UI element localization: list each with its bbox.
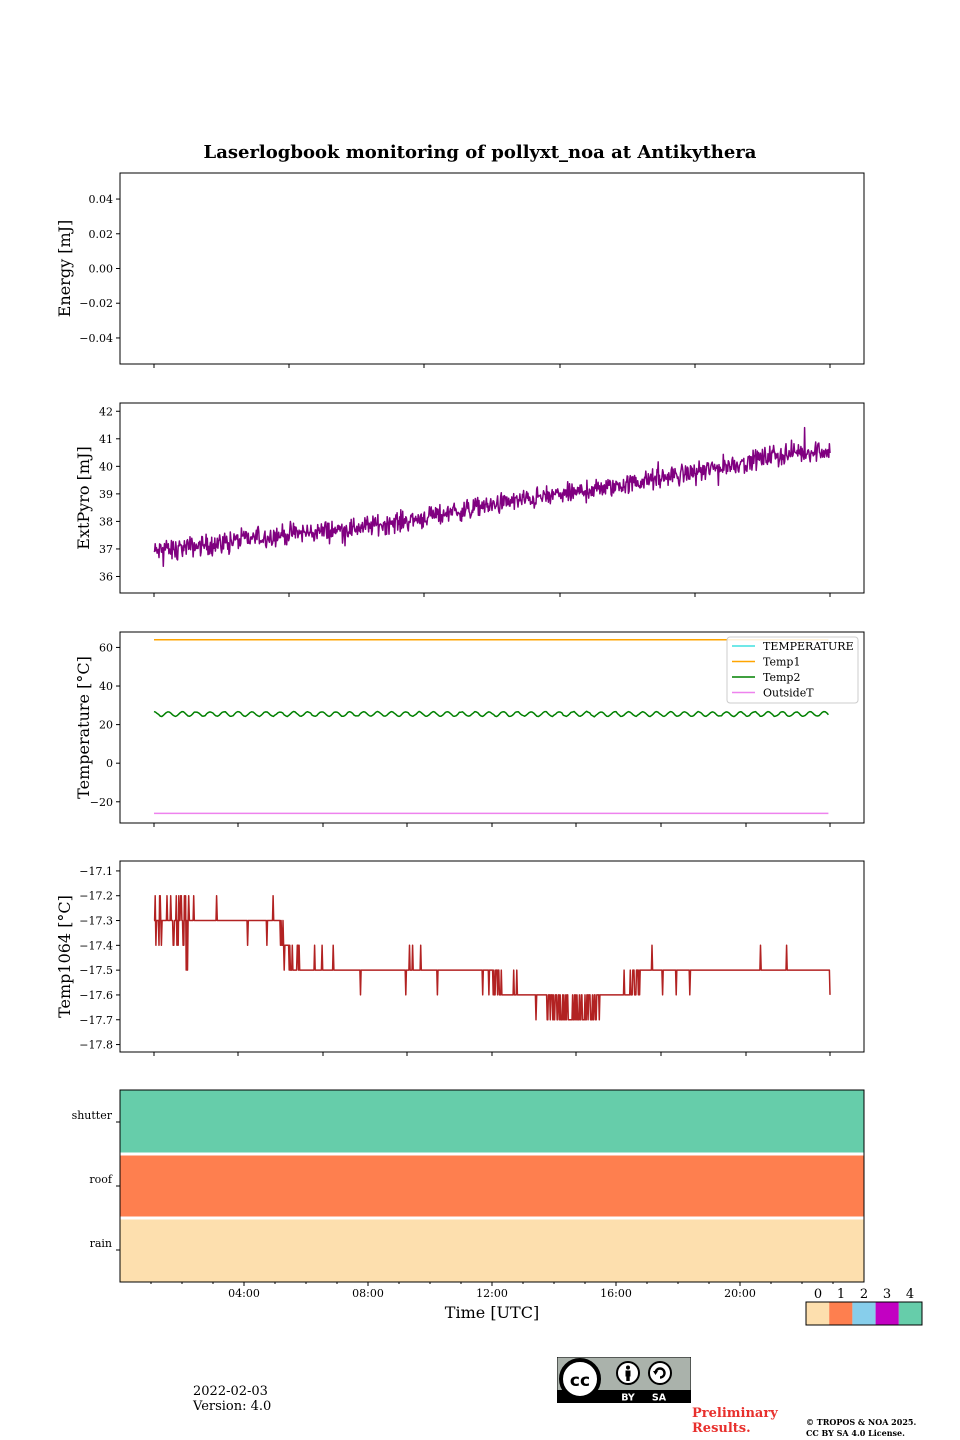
y-tick-label: 0.02 (89, 228, 114, 241)
footer-info: 2022-02-03 Version: 4.0 (193, 1384, 271, 1414)
y-tick-label: 42 (99, 405, 113, 418)
legend: TEMPERATURE Temp1 Temp2 OutsideT (726, 636, 859, 704)
y-tick-label: −0.02 (79, 297, 113, 310)
x-tick-label: 08:00 (352, 1287, 384, 1300)
colorbar-frame (805, 1301, 923, 1326)
y-tick-label: 20 (99, 719, 113, 732)
y-axis-label: Temp1064 [°C] (55, 895, 74, 1018)
panel-1: 0.04 0.02 0.00 −0.02 −0.04 Energy [mJ] (55, 172, 865, 368)
series-line-panel2 (153, 426, 831, 568)
colorbar-label: 3 (883, 1287, 891, 1302)
person-icon (616, 1361, 640, 1385)
colorbar-cell (852, 1302, 876, 1325)
legend-label: Temp2 (763, 671, 800, 684)
legend-label: Temp1 (763, 656, 800, 669)
copyright-line-1: © TROPOS & NOA 2025. (806, 1417, 917, 1427)
cc-icon: cc (559, 1358, 601, 1400)
footer-date: 2022-02-03 (193, 1384, 268, 1399)
x-tick-label: 20:00 (724, 1287, 756, 1300)
cc-license-badge: cc BY SA (557, 1357, 691, 1403)
y-tick-label: 38 (99, 515, 113, 528)
y-tick-label: −17.2 (79, 890, 113, 903)
y-tick-label: −17.5 (79, 964, 113, 977)
series-line-panel4 (153, 894, 831, 1021)
y-tick-label: −17.7 (79, 1014, 113, 1027)
preliminary-line-2: Results. (692, 1421, 751, 1436)
y-tick-label: 37 (99, 543, 113, 556)
series-line-temp2 (153, 710, 829, 718)
footer-version: Version: 4.0 (193, 1399, 272, 1414)
y-tick-label: 39 (99, 488, 113, 501)
y-tick-label: 41 (99, 433, 113, 446)
status-row-label: rain (90, 1237, 112, 1250)
badge-sa-label: SA (652, 1393, 667, 1404)
y-tick-label: 36 (99, 570, 113, 583)
plot-frame (119, 172, 865, 365)
svg-text:cc: cc (570, 1371, 590, 1391)
copyright-note: © TROPOS & NOA 2025. CC BY SA 4.0 Licens… (806, 1417, 916, 1439)
legend-box (726, 636, 859, 704)
plot-frame (119, 860, 865, 1053)
y-tick-label: −17.8 (79, 1039, 113, 1052)
y-tick-label: 60 (99, 641, 113, 654)
colorbar-label: 2 (860, 1287, 868, 1302)
y-axis-label: Temperature [°C] (74, 656, 93, 799)
status-row-label: shutter (72, 1109, 113, 1122)
y-tick-label: −17.4 (79, 939, 113, 952)
preliminary-line-1: Preliminary (692, 1406, 778, 1421)
colorbar-label: 1 (837, 1287, 845, 1302)
colorbar-cell (806, 1302, 830, 1325)
copyright-line-2: CC BY SA 4.0 License. (806, 1428, 905, 1438)
share-alike-icon (648, 1361, 672, 1385)
colorbar-cell (875, 1302, 899, 1325)
status-row-label: roof (89, 1173, 113, 1186)
y-tick-label: 0 (106, 757, 113, 770)
plot-frame (119, 402, 865, 594)
colorbar-label: 4 (906, 1287, 914, 1302)
x-tick-label: 16:00 (600, 1287, 632, 1300)
y-axis-label: Energy [mJ] (55, 220, 74, 318)
y-tick-label: −17.1 (79, 865, 113, 878)
colorbar-label: 0 (814, 1287, 822, 1302)
y-tick-label: 0.04 (89, 193, 114, 206)
colorbar-cell (898, 1302, 922, 1325)
y-axis-label: ExtPyro [mJ] (74, 446, 93, 549)
y-tick-label: −0.04 (79, 332, 113, 345)
x-axis-label: Time [UTC] (445, 1303, 539, 1322)
legend-label: TEMPERATURE (763, 640, 854, 653)
colorbar-cell (829, 1302, 853, 1325)
chart-title: Laserlogbook monitoring of pollyxt_noa a… (204, 142, 757, 163)
panel-4: −17.1 −17.2 −17.3 −17.4 −17.5 −17.6 −17.7 −17.8… (55, 860, 865, 1056)
status-row-roof (120, 1154, 864, 1218)
y-tick-label: −17.6 (79, 989, 113, 1002)
badge-by-label: BY (621, 1393, 635, 1404)
status-row-rain (120, 1218, 864, 1282)
panel-2: 42 41 40 39 38 37 36 ExtPyro [mJ] (74, 402, 865, 597)
legend-label: OutsideT (763, 687, 814, 700)
y-tick-label: 40 (99, 680, 113, 693)
status-row-shutter (120, 1090, 864, 1154)
y-tick-label: 40 (99, 460, 113, 473)
panel-5: shutter roof rain 04:00 08:00 12:00 16:00 20:00… (72, 1089, 865, 1322)
y-tick-label: −17.3 (79, 915, 113, 928)
y-tick-label: 0.00 (89, 263, 114, 276)
x-tick-label: 04:00 (228, 1287, 260, 1300)
x-tick-label: 12:00 (476, 1287, 508, 1300)
preliminary-note: Preliminary Results. (692, 1406, 778, 1436)
y-tick-label: −20 (90, 796, 113, 809)
